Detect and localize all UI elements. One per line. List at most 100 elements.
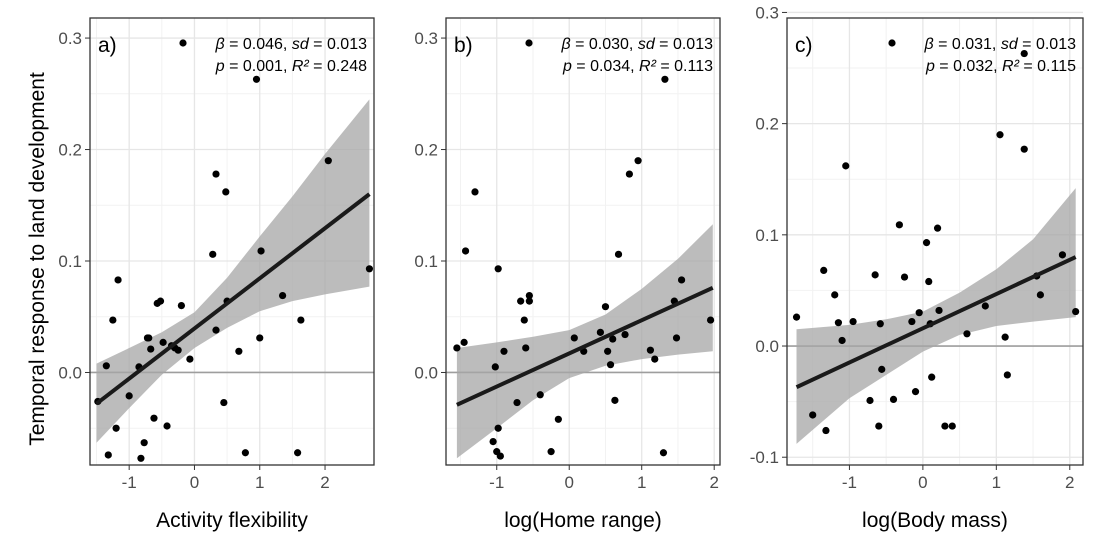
x-tick-label: -1 (842, 473, 857, 492)
equals: = (572, 58, 590, 75)
data-point (677, 276, 686, 284)
data-point (604, 347, 612, 355)
data-point (174, 346, 182, 354)
data-point (792, 313, 801, 321)
panel-border (445, 17, 721, 466)
data-point (525, 297, 533, 305)
y-tick-label: 0.2 (755, 115, 779, 134)
beta-symbol: β (561, 36, 571, 53)
x-tick-label: -1 (122, 473, 137, 492)
data-point (875, 422, 883, 430)
data-point (834, 319, 843, 327)
data-point (547, 448, 555, 456)
data-point (621, 330, 629, 339)
x-tick-label: 0 (190, 473, 199, 492)
data-point (809, 411, 817, 419)
data-point (140, 439, 148, 447)
data-point (471, 188, 479, 196)
data-point (209, 250, 217, 258)
comma: , (993, 58, 1002, 75)
y-tick-label: 0.0 (755, 337, 779, 356)
data-point (996, 131, 1004, 139)
x-tick-label: 2 (320, 473, 329, 492)
data-point (889, 395, 898, 403)
comma: , (992, 36, 1001, 53)
data-point (634, 157, 642, 165)
data-point (494, 265, 502, 273)
data-point (163, 422, 171, 430)
data-point (500, 347, 508, 355)
data-point (908, 317, 916, 326)
data-point (525, 291, 533, 300)
data-point (235, 347, 243, 355)
y-tick-label: 0.3 (755, 3, 779, 22)
data-point (460, 338, 468, 346)
beta-value: 0.046 (243, 36, 283, 53)
beta-value: 0.030 (589, 36, 629, 53)
data-point (125, 392, 133, 400)
data-point (925, 277, 933, 286)
data-point (222, 188, 230, 196)
data-point (554, 415, 562, 423)
p-value: 0.032 (953, 58, 993, 75)
sd-value: 0.013 (1036, 36, 1076, 53)
data-point (220, 398, 228, 407)
equals: = (935, 58, 953, 75)
comma: , (283, 58, 292, 75)
data-point (625, 170, 633, 178)
sd-value: 0.013 (327, 36, 367, 53)
data-point (461, 247, 470, 255)
data-point (256, 334, 264, 342)
data-point (241, 449, 249, 457)
data-point (706, 316, 715, 324)
data-point (1020, 145, 1028, 153)
confidence-band (96, 99, 370, 443)
data-point (842, 162, 850, 170)
data-point (294, 449, 302, 457)
sd-symbol: sd (1001, 36, 1019, 53)
legend-point (888, 39, 896, 47)
data-point (651, 355, 659, 363)
data-point (935, 306, 943, 315)
y-tick-label: 0.0 (58, 363, 82, 382)
data-point (672, 334, 681, 342)
data-point (297, 316, 305, 324)
equals: = (309, 36, 327, 53)
data-point (1072, 307, 1080, 316)
comma: , (283, 36, 292, 53)
beta-symbol: β (215, 36, 225, 53)
x-tick-label: 1 (255, 473, 264, 492)
equals: = (655, 36, 673, 53)
panel-border (786, 17, 1084, 466)
data-point (365, 265, 374, 273)
x-tick-label: 1 (637, 473, 646, 492)
data-point (822, 426, 830, 435)
y-axis-title: Temporal response to land development (26, 72, 49, 446)
data-point (536, 391, 544, 399)
data-point (646, 346, 655, 354)
r2-symbol: R² (1002, 58, 1020, 75)
equals: = (1018, 36, 1036, 53)
data-point (911, 388, 920, 396)
data-point (145, 334, 153, 342)
data-point (252, 75, 261, 83)
y-tick-label: 0.2 (58, 141, 82, 160)
data-point (104, 451, 112, 459)
data-point (109, 316, 117, 324)
data-point (820, 266, 828, 275)
data-point (609, 335, 617, 343)
data-point (981, 302, 989, 310)
data-point (156, 297, 165, 305)
confidence-band (456, 224, 713, 459)
sd-symbol: sd (292, 36, 310, 53)
data-point (878, 365, 886, 373)
data-point (520, 316, 528, 324)
data-point (102, 362, 110, 370)
data-point (186, 355, 194, 363)
regression-line (456, 285, 714, 407)
y-tick-label: 0.1 (58, 252, 82, 271)
equals: = (225, 58, 243, 75)
legend-point (525, 39, 533, 47)
data-point (606, 361, 615, 369)
x-tick-label: -1 (489, 473, 504, 492)
